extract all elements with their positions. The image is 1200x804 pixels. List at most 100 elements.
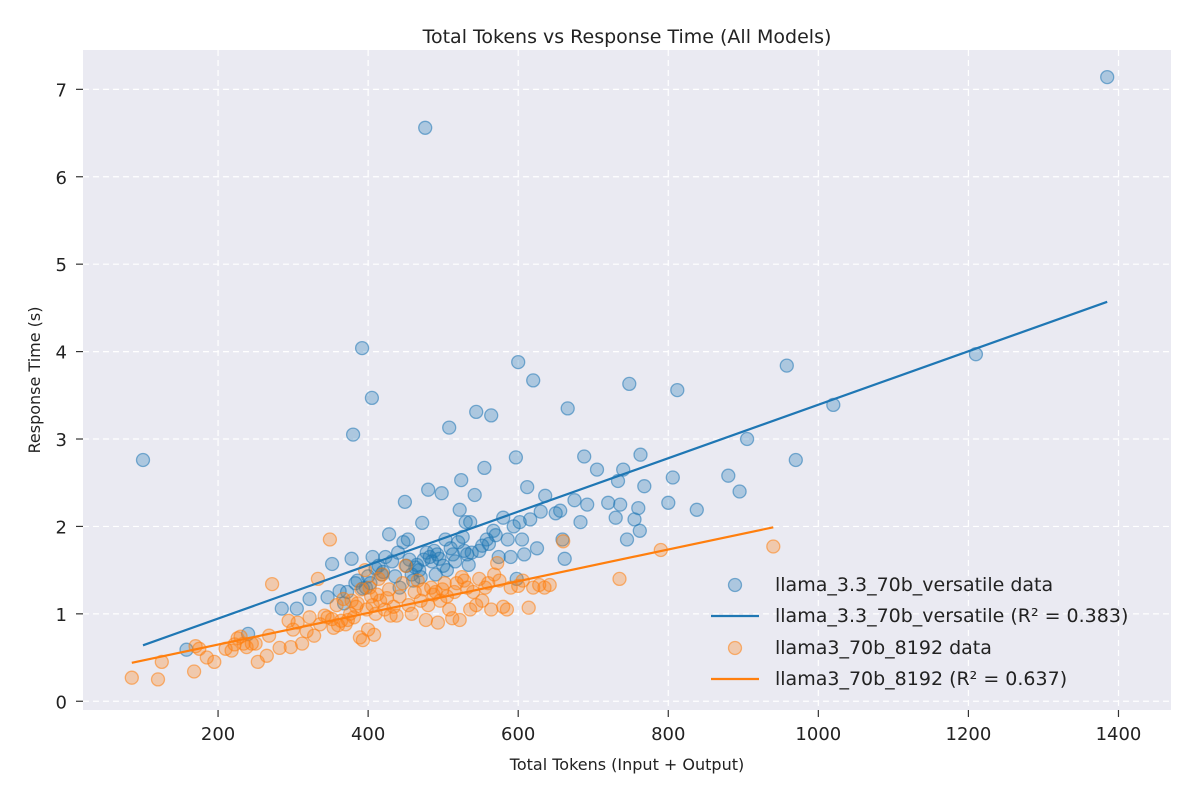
data-point bbox=[670, 382, 685, 398]
data-point bbox=[580, 497, 595, 512]
data-point bbox=[150, 672, 166, 687]
data-point bbox=[732, 484, 747, 499]
data-point bbox=[248, 636, 263, 651]
data-point bbox=[619, 532, 635, 547]
data-point bbox=[689, 502, 704, 517]
data-point bbox=[274, 601, 289, 616]
data-point bbox=[290, 615, 305, 630]
data-point bbox=[573, 514, 588, 530]
data-point bbox=[345, 427, 361, 442]
x-tick-label: 200 bbox=[201, 724, 235, 745]
data-point bbox=[259, 648, 274, 663]
data-point bbox=[392, 589, 407, 604]
data-point bbox=[721, 468, 736, 483]
data-point bbox=[418, 612, 434, 628]
data-point bbox=[324, 556, 340, 572]
data-point bbox=[199, 650, 214, 665]
chart-legend: llama_3.3_70b_versatile data llama_3.3_7… bbox=[711, 574, 1128, 690]
data-point bbox=[529, 541, 545, 556]
legend-item-llama33-fit: llama_3.3_70b_versatile (R² = 0.383) bbox=[711, 605, 1128, 627]
data-point bbox=[520, 479, 535, 495]
legend-marker-llama3-data bbox=[727, 640, 743, 656]
data-point bbox=[366, 627, 382, 642]
data-point bbox=[430, 615, 446, 630]
data-point bbox=[567, 493, 582, 508]
y-tick-label: 4 bbox=[56, 343, 67, 364]
data-point bbox=[398, 558, 413, 573]
x-tick-label: 600 bbox=[501, 724, 535, 745]
data-point bbox=[612, 571, 627, 587]
data-point bbox=[289, 601, 304, 616]
data-point bbox=[186, 664, 202, 679]
legend-label-llama3-data: llama3_70b_8192 data bbox=[775, 637, 992, 659]
legend-marker-llama33-data bbox=[727, 577, 743, 593]
x-tick-label: 800 bbox=[651, 724, 685, 745]
data-point bbox=[124, 670, 139, 685]
data-point bbox=[499, 602, 515, 617]
data-point bbox=[457, 573, 472, 588]
data-point bbox=[490, 555, 505, 571]
data-point bbox=[1100, 69, 1115, 85]
data-point bbox=[344, 551, 359, 566]
y-tick-label: 5 bbox=[56, 255, 67, 276]
data-point bbox=[442, 602, 457, 617]
data-point bbox=[395, 576, 410, 591]
data-point bbox=[475, 593, 490, 608]
y-tick-label: 0 bbox=[56, 692, 67, 713]
data-point bbox=[397, 494, 413, 510]
data-point bbox=[375, 567, 390, 582]
data-point bbox=[458, 514, 473, 530]
data-point bbox=[442, 420, 457, 435]
data-point bbox=[467, 487, 482, 503]
y-tick-label: 7 bbox=[56, 80, 67, 101]
data-point bbox=[389, 608, 404, 623]
x-tick-label: 400 bbox=[351, 724, 385, 745]
data-point bbox=[560, 401, 575, 416]
data-point bbox=[452, 612, 467, 628]
data-point bbox=[766, 539, 781, 554]
data-point bbox=[503, 549, 518, 565]
plot-area-background bbox=[83, 50, 1171, 710]
data-point bbox=[622, 376, 637, 392]
y-tick-label: 6 bbox=[56, 168, 67, 189]
data-point bbox=[631, 500, 646, 516]
data-point bbox=[577, 449, 592, 464]
data-point bbox=[511, 354, 526, 370]
data-marks bbox=[124, 69, 1115, 687]
data-point bbox=[454, 472, 469, 488]
y-axis-label: Response Time (s) bbox=[25, 307, 44, 454]
data-point bbox=[553, 503, 568, 518]
scatter-series-2 bbox=[124, 532, 781, 687]
data-point bbox=[608, 510, 623, 525]
data-point bbox=[135, 452, 151, 468]
data-point bbox=[526, 373, 541, 388]
data-point bbox=[354, 340, 370, 356]
data-point bbox=[488, 528, 503, 543]
data-point bbox=[589, 462, 605, 477]
data-point bbox=[415, 515, 430, 531]
data-point bbox=[637, 479, 652, 494]
data-point bbox=[207, 654, 222, 670]
data-point bbox=[779, 358, 794, 373]
data-point bbox=[469, 404, 484, 420]
data-point bbox=[512, 514, 527, 530]
data-point bbox=[400, 532, 416, 547]
legend-label-llama33-data: llama_3.3_70b_versatile data bbox=[775, 574, 1053, 596]
data-point bbox=[665, 470, 680, 485]
data-point bbox=[521, 600, 536, 615]
data-point bbox=[434, 486, 449, 501]
data-point bbox=[381, 527, 397, 542]
data-point bbox=[320, 590, 335, 605]
data-point bbox=[633, 447, 648, 462]
data-point bbox=[514, 532, 530, 547]
data-point bbox=[418, 120, 433, 135]
scatter-series-0 bbox=[135, 69, 1115, 657]
data-point bbox=[556, 534, 571, 549]
data-point bbox=[557, 551, 572, 566]
data-point bbox=[517, 547, 532, 562]
y-tick-label: 1 bbox=[56, 605, 67, 626]
data-point bbox=[364, 390, 380, 406]
data-point bbox=[613, 497, 628, 512]
